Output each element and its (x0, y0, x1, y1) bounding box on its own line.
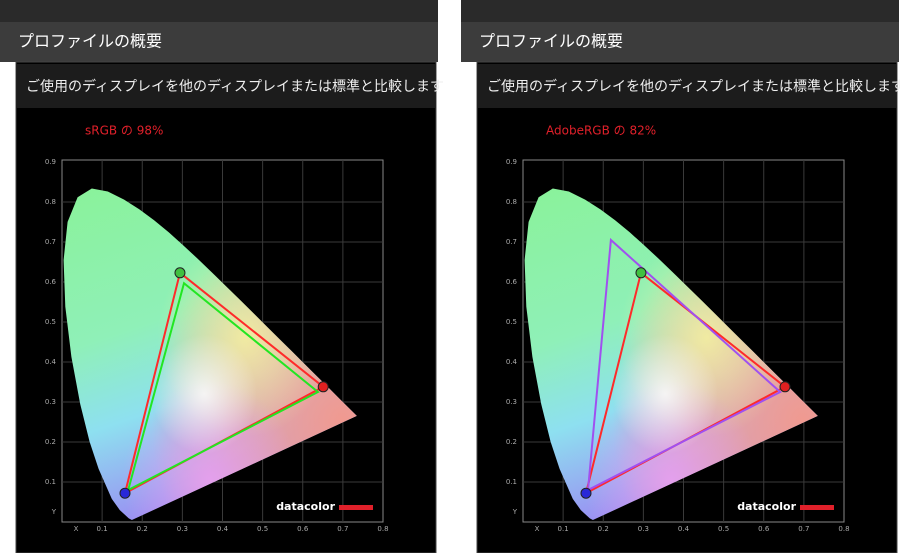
subtitle: ご使用のディスプレイを他のディスプレイまたは標準と比較します (26, 78, 444, 95)
x-tick-label: 0.2 (137, 525, 148, 533)
x-tick-label: 0.7 (337, 525, 348, 533)
y-tick-label: 0.1 (506, 478, 517, 486)
x-tick-label: 0.5 (718, 525, 729, 533)
x-tick-label: 0.6 (758, 525, 770, 533)
logo-bar (800, 505, 834, 510)
y-tick-label: 0.3 (506, 398, 517, 406)
y-tick-label: 0.6 (506, 278, 518, 286)
panel-header: プロファイルの概要 (479, 32, 623, 51)
y-tick-label: 0.9 (506, 158, 517, 166)
panel-header-bar (461, 22, 899, 62)
y-tick-label: 0.2 (506, 438, 517, 446)
spectral-locus (524, 188, 818, 520)
panel-header-bar (0, 22, 438, 62)
subtitle: ご使用のディスプレイを他のディスプレイまたは標準と比較します (487, 78, 900, 95)
y-tick-label: Y (512, 508, 518, 516)
coverage-label: AdobeRGB の 82% (546, 124, 656, 138)
y-tick-label: 0.9 (45, 158, 56, 166)
y-tick-label: 0.7 (506, 238, 517, 246)
panel-header: プロファイルの概要 (18, 32, 162, 51)
gamut-triangle (126, 281, 320, 492)
y-tick-label: 0.6 (45, 278, 57, 286)
logo: datacolor (737, 500, 796, 513)
y-tick-label: 0.2 (45, 438, 56, 446)
x-tick-label: X (535, 525, 540, 533)
logo-bar (339, 505, 373, 510)
x-tick-label: 0.2 (598, 525, 609, 533)
x-tick-label: 0.6 (297, 525, 309, 533)
primary-marker (580, 487, 592, 499)
panel-top-bar (0, 0, 438, 26)
primary-marker (174, 267, 186, 279)
y-tick-label: 0.7 (45, 238, 56, 246)
x-tick-label: 0.8 (377, 525, 388, 533)
y-tick-label: 0.4 (506, 358, 518, 366)
y-tick-label: 0.8 (506, 198, 517, 206)
primary-marker (779, 381, 791, 393)
coverage-label: sRGB の 98% (85, 124, 163, 138)
spectral-locus (63, 188, 357, 520)
primary-marker (119, 487, 131, 499)
x-tick-label: 0.5 (257, 525, 268, 533)
logo: datacolor (276, 500, 335, 513)
x-tick-label: 0.7 (798, 525, 809, 533)
x-tick-label: 0.3 (177, 525, 188, 533)
subtitle-bar (17, 64, 435, 108)
x-tick-label: X (74, 525, 79, 533)
gamut-triangle (586, 237, 782, 492)
y-tick-label: 0.4 (45, 358, 57, 366)
y-tick-label: 0.3 (45, 398, 56, 406)
primary-marker (317, 381, 329, 393)
primary-marker (635, 267, 647, 279)
x-tick-label: 0.1 (558, 525, 569, 533)
y-tick-label: 0.5 (45, 318, 56, 326)
subtitle-bar (478, 64, 896, 108)
y-tick-label: 0.5 (506, 318, 517, 326)
panel-top-bar (461, 0, 899, 26)
x-tick-label: 0.3 (638, 525, 649, 533)
x-tick-label: 0.1 (97, 525, 108, 533)
y-tick-label: 0.8 (45, 198, 56, 206)
x-tick-label: 0.4 (678, 525, 690, 533)
y-tick-label: 0.1 (45, 478, 56, 486)
x-tick-label: 0.4 (217, 525, 229, 533)
y-tick-label: Y (51, 508, 57, 516)
x-tick-label: 0.8 (838, 525, 849, 533)
